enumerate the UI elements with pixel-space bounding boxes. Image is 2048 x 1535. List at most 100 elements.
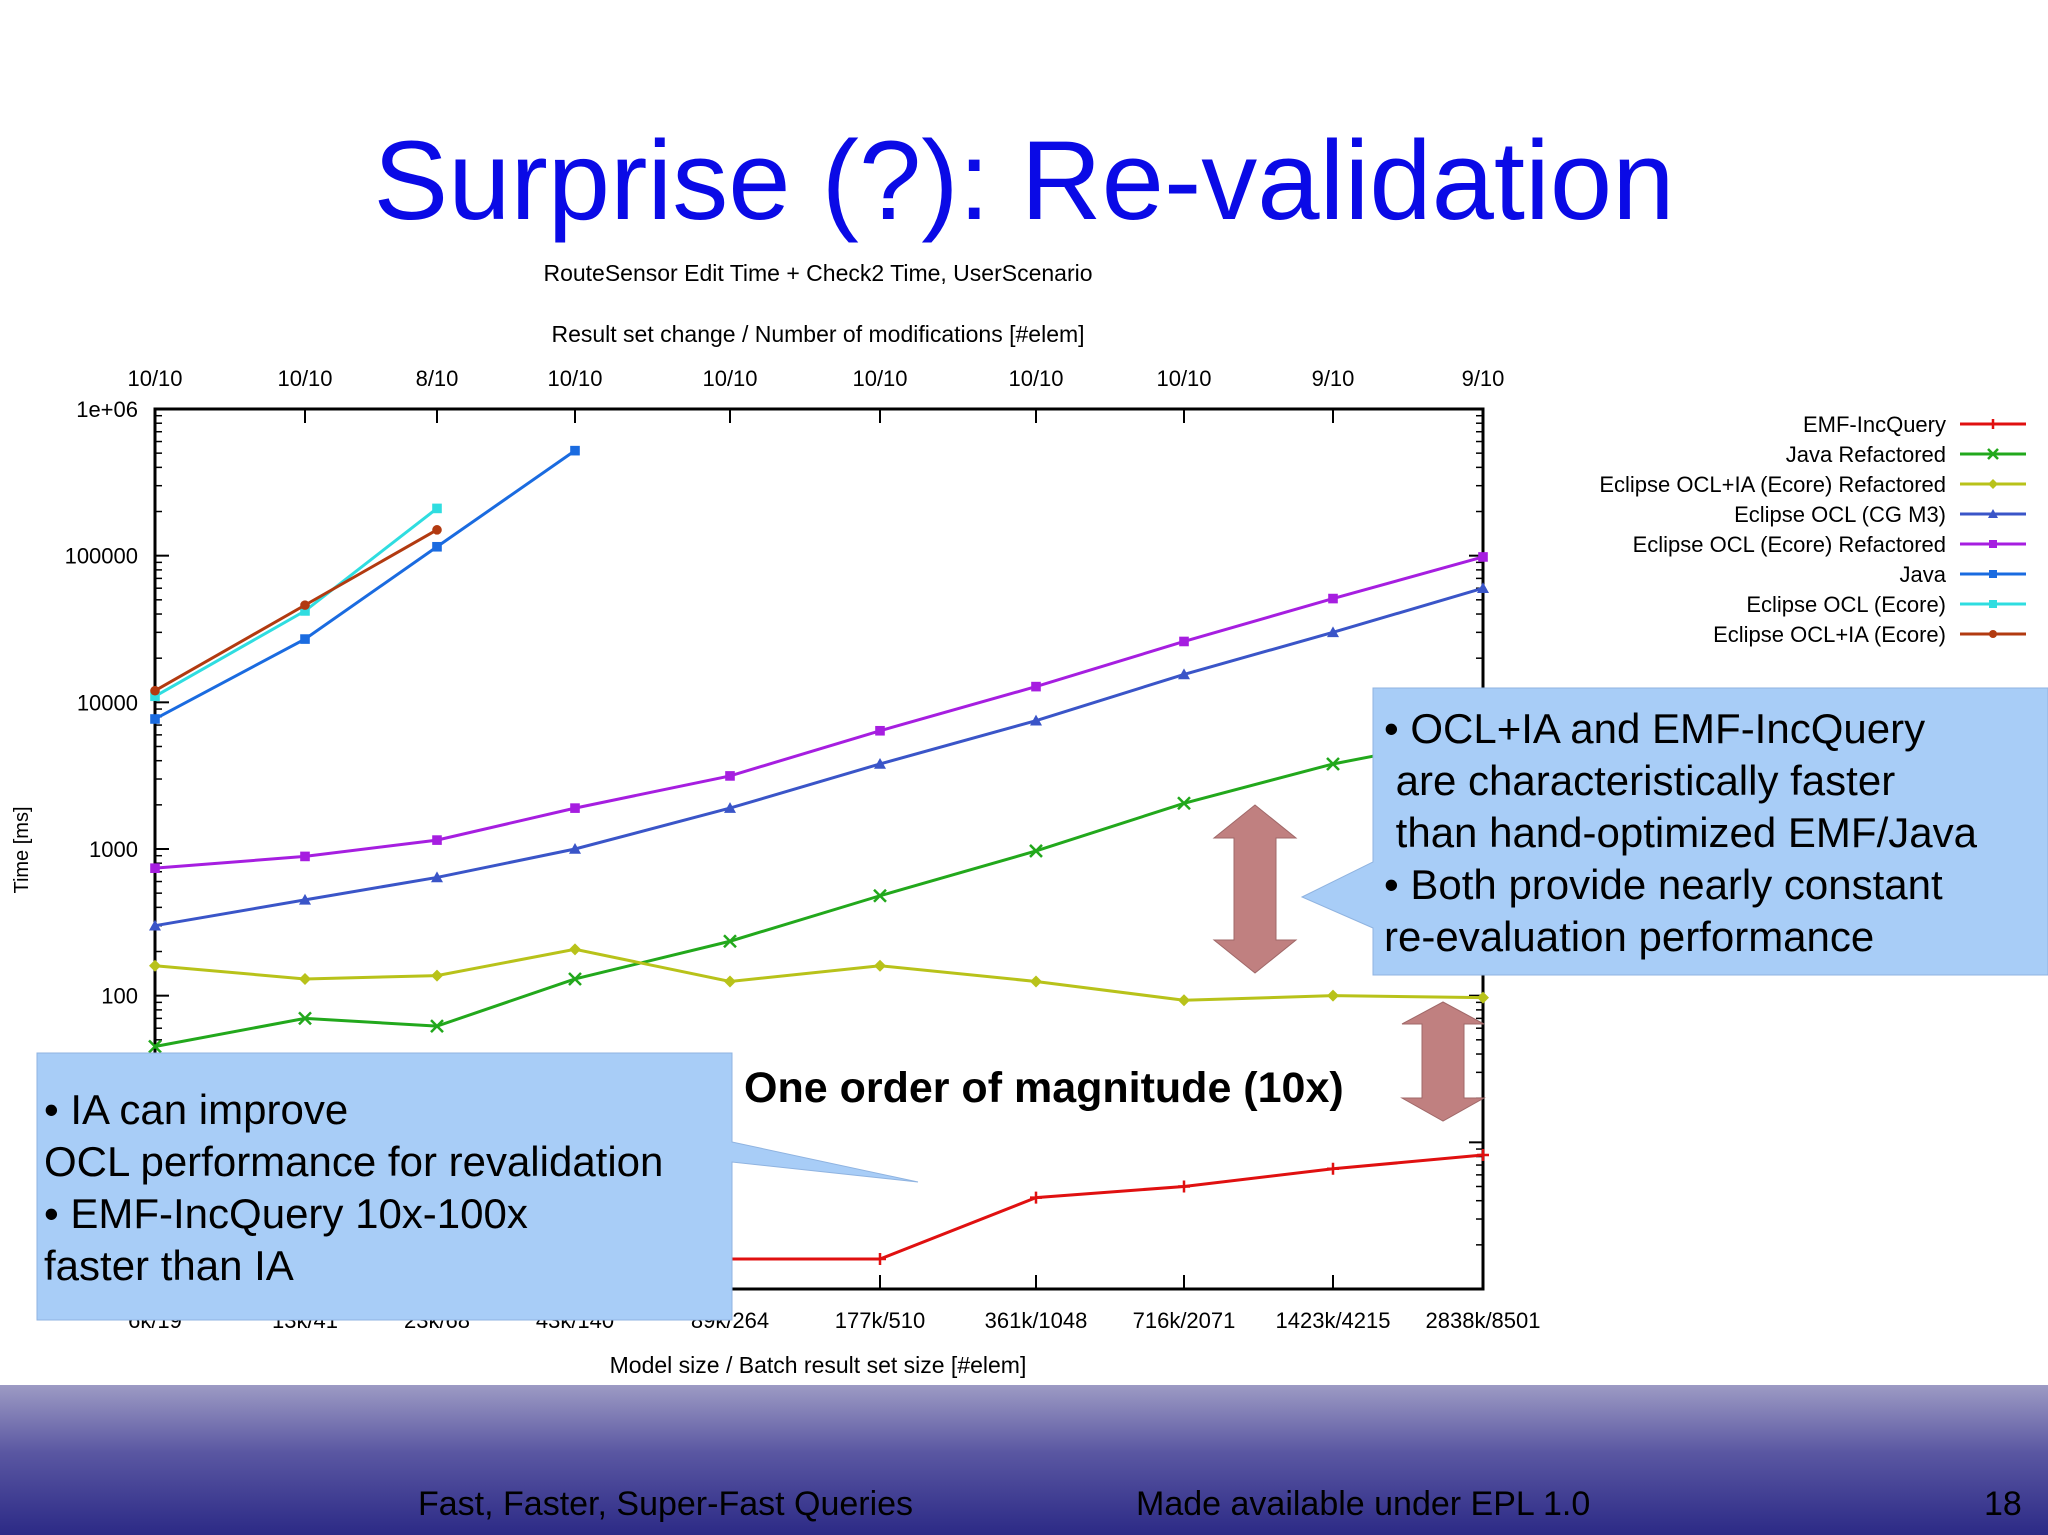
- left-callout-box: [36, 1052, 919, 1321]
- legend-label: Java: [1900, 562, 1947, 587]
- right-callout-line: • OCL+IA and EMF-IncQuery: [1384, 705, 1926, 752]
- series-marker: [875, 725, 885, 736]
- series-marker: [150, 863, 160, 873]
- x-tick-label: 361k/1048: [985, 1308, 1088, 1333]
- series-line: [154, 449, 576, 721]
- series-marker: [1177, 796, 1191, 811]
- series-marker: [1326, 757, 1340, 771]
- series-marker: [724, 802, 736, 813]
- series-marker: [1030, 714, 1042, 726]
- x2-tick-label: 10/10: [1008, 366, 1063, 391]
- x2-tick-label: 8/10: [416, 366, 459, 391]
- series-line: [154, 555, 1484, 870]
- magnitude-label: One order of magnitude (10x): [744, 1064, 1344, 1112]
- series-marker: [1030, 975, 1042, 988]
- series-marker: [300, 600, 310, 610]
- y-tick-label: 100: [101, 984, 138, 1009]
- series-marker: [569, 843, 581, 854]
- page-number: 18: [1984, 1485, 2022, 1523]
- series-marker: [1031, 681, 1041, 692]
- legend-label: Eclipse OCL (Ecore): [1746, 592, 1946, 617]
- series-marker: [299, 893, 311, 905]
- series-marker: [150, 691, 160, 702]
- left-callout-line: faster than IA: [44, 1242, 294, 1289]
- series-marker: [569, 943, 581, 956]
- chart-title: RouteSensor Edit Time + Check2 Time, Use…: [543, 260, 1092, 286]
- series-line: [154, 947, 1484, 1002]
- right-callout-box: [1300, 687, 2048, 976]
- right-callout-line: • Both provide nearly constant: [1384, 861, 1943, 908]
- series-marker: [1178, 668, 1190, 680]
- series-marker: [430, 1019, 444, 1034]
- legend-label: Java Refactored: [1786, 442, 1946, 467]
- series-marker: [148, 1039, 162, 1054]
- x2-tick-label: 10/10: [277, 366, 332, 391]
- right-callout-text: • OCL+IA and EMF-IncQuery are characteri…: [1384, 703, 1977, 963]
- series-marker: [1477, 1148, 1489, 1161]
- left-callout-text: • IA can improve OCL performance for rev…: [44, 1084, 663, 1292]
- series-marker: [1989, 600, 1997, 608]
- x2-axis-label: Result set change / Number of modificati…: [551, 321, 1084, 347]
- series-marker: [150, 714, 160, 724]
- x2-tick-label: 9/10: [1462, 366, 1505, 391]
- series-marker: [874, 757, 886, 769]
- series-marker: [298, 1011, 312, 1026]
- series-line: [730, 1153, 1484, 1261]
- right-callout-line: than hand-optimized EMF/Java: [1384, 809, 1977, 856]
- series-marker: [150, 685, 160, 696]
- series-marker: [874, 959, 886, 972]
- footer-left-text: Fast, Faster, Super-Fast Queries: [418, 1485, 914, 1523]
- x2-tick-label: 10/10: [852, 366, 907, 391]
- series-marker: [724, 975, 736, 988]
- series-marker: [431, 969, 443, 982]
- series-marker: [1178, 994, 1190, 1007]
- legend-label: Eclipse OCL+IA (Ecore): [1713, 622, 1946, 647]
- series-marker: [1179, 636, 1189, 647]
- series-marker: [432, 525, 442, 535]
- legend-label: Eclipse OCL (CG M3): [1734, 502, 1946, 527]
- right-callout-line: re-evaluation performance: [1384, 913, 1875, 960]
- series-line: [154, 586, 1484, 928]
- legend-label: EMF-IncQuery: [1803, 412, 1946, 437]
- series-marker: [1029, 844, 1043, 858]
- series-marker: [725, 771, 735, 781]
- series-marker: [568, 972, 582, 986]
- x-tick-label: 716k/2071: [1133, 1308, 1236, 1333]
- series-marker: [873, 888, 887, 903]
- y-tick-label: 1e+06: [76, 397, 138, 422]
- series-marker: [432, 835, 442, 845]
- series-marker: [300, 634, 310, 644]
- right-callout-line: are characteristically faster: [1384, 757, 1896, 804]
- series-marker: [1328, 593, 1338, 604]
- series-marker: [874, 1253, 886, 1266]
- series-marker: [570, 803, 580, 813]
- chart: RouteSensor Edit Time + Check2 Time, Use…: [11, 260, 2048, 1378]
- x2-tick-label: 10/10: [547, 366, 602, 391]
- series-marker: [1989, 570, 1997, 578]
- y-tick-label: 1000: [89, 837, 138, 862]
- series-marker: [1178, 1180, 1190, 1193]
- series-marker: [1989, 540, 1997, 548]
- double-arrow-upper: [1212, 804, 1298, 974]
- series-marker: [299, 972, 311, 985]
- y-tick-label: 10000: [77, 690, 138, 715]
- slide-title: Surprise (?): Re-validation: [373, 118, 1675, 243]
- series-marker: [1327, 1162, 1339, 1175]
- series-line: [154, 528, 438, 693]
- left-callout-line: • IA can improve: [44, 1086, 349, 1133]
- y-axis-label: Time [ms]: [11, 806, 33, 893]
- series-marker: [1477, 582, 1489, 594]
- series-marker: [149, 919, 161, 931]
- x-tick-label: 177k/510: [835, 1308, 926, 1333]
- series-marker: [723, 934, 737, 949]
- x2-tick-label: 10/10: [702, 366, 757, 391]
- legend-label: Eclipse OCL+IA (Ecore) Refactored: [1599, 472, 1946, 497]
- series-marker: [1030, 1191, 1042, 1204]
- left-callout-line: • EMF-IncQuery 10x-100x: [44, 1190, 528, 1237]
- series-marker: [1988, 479, 1998, 489]
- series-marker: [431, 871, 443, 883]
- left-callout-line: OCL performance for revalidation: [44, 1138, 664, 1185]
- series-marker: [432, 541, 442, 552]
- x-tick-label: 1423k/4215: [1276, 1308, 1391, 1333]
- series-marker: [149, 959, 161, 972]
